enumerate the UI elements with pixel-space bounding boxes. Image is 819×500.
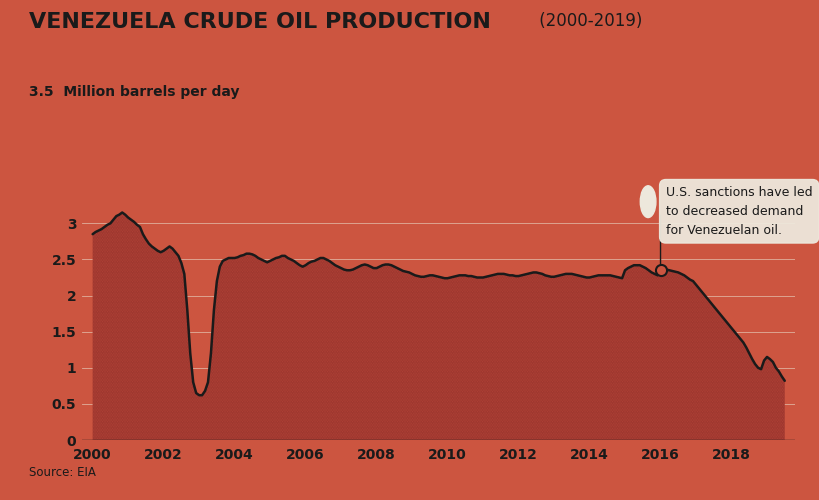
Circle shape [640,186,655,218]
Text: Source: EIA: Source: EIA [29,466,96,479]
Text: 3.5  Million barrels per day: 3.5 Million barrels per day [29,85,239,99]
Text: (2000-2019): (2000-2019) [533,12,641,30]
Text: U.S. sanctions have led
to decreased demand
for Venezuelan oil.: U.S. sanctions have led to decreased dem… [665,186,812,237]
Text: VENEZUELA CRUDE OIL PRODUCTION: VENEZUELA CRUDE OIL PRODUCTION [29,12,490,32]
